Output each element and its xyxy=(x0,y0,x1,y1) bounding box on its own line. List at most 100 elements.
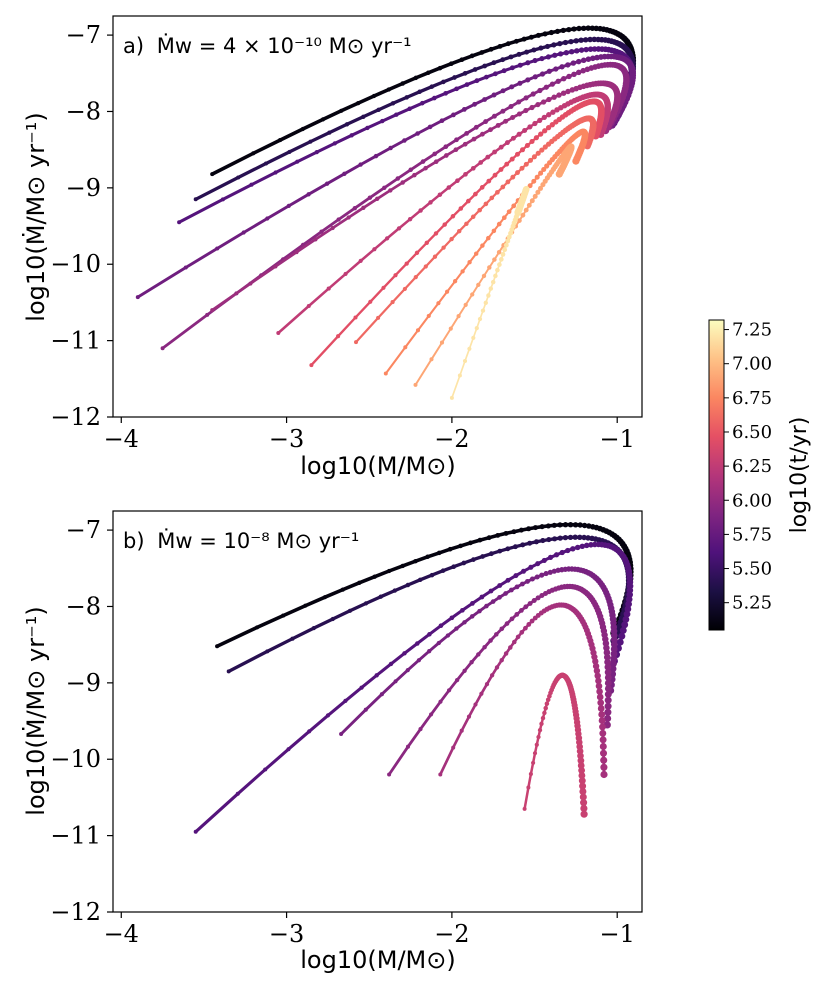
data-point xyxy=(575,69,582,76)
data-point xyxy=(420,100,425,106)
panel-a-ylabel: log10(Ṁ/M⊙ yr⁻¹) xyxy=(21,112,50,321)
data-point xyxy=(575,58,582,65)
series-track-6 xyxy=(438,602,608,779)
data-point xyxy=(505,577,511,583)
data-point xyxy=(473,191,478,197)
data-point xyxy=(273,170,278,175)
data-point xyxy=(423,264,428,269)
data-point xyxy=(446,185,452,190)
data-point xyxy=(565,62,571,68)
data-point xyxy=(522,127,528,134)
panel-b-data-area xyxy=(193,522,634,834)
data-point xyxy=(503,651,509,656)
data-point xyxy=(367,195,373,200)
data-point xyxy=(547,554,554,560)
data-point xyxy=(488,588,494,594)
data-point xyxy=(503,118,509,124)
data-point xyxy=(492,172,498,178)
data-point xyxy=(451,745,456,750)
data-point xyxy=(600,763,608,771)
data-point xyxy=(379,692,384,697)
data-point xyxy=(557,522,563,528)
data-point xyxy=(534,174,540,180)
data-point xyxy=(544,701,550,706)
data-point xyxy=(532,525,539,531)
data-point xyxy=(436,301,441,306)
data-point xyxy=(437,192,443,197)
data-point xyxy=(220,197,225,202)
data-point xyxy=(545,523,551,529)
data-point xyxy=(484,603,489,609)
data-point xyxy=(547,569,553,575)
data-point xyxy=(459,57,465,63)
data-point xyxy=(378,594,383,599)
data-point xyxy=(466,198,471,204)
y-tick-label: −11 xyxy=(50,327,101,355)
data-point xyxy=(464,131,469,136)
data-point xyxy=(530,91,536,97)
panel-b-ylabel: log10(Ṁ/M⊙ yr⁻¹) xyxy=(21,606,50,815)
data-point xyxy=(604,696,612,704)
data-point xyxy=(579,543,586,550)
data-point xyxy=(509,587,514,593)
data-point xyxy=(472,67,478,72)
data-point xyxy=(432,151,438,157)
data-point xyxy=(489,673,495,678)
data-point xyxy=(376,107,381,112)
data-point xyxy=(524,142,530,149)
data-point xyxy=(454,86,459,92)
data-point xyxy=(461,560,467,566)
data-point xyxy=(433,231,439,236)
data-point xyxy=(532,74,538,80)
data-point xyxy=(501,68,507,74)
data-point xyxy=(470,601,475,606)
data-point xyxy=(358,258,363,263)
data-point xyxy=(445,633,451,638)
data-point xyxy=(559,64,565,70)
data-point xyxy=(578,37,584,43)
y-tick-label: −10 xyxy=(50,745,101,773)
data-point xyxy=(479,185,485,190)
data-point xyxy=(502,247,508,253)
data-point xyxy=(458,543,463,549)
panel-b-frame xyxy=(112,510,643,913)
colorbar-tick-label: 6.75 xyxy=(732,388,772,409)
data-point xyxy=(535,561,541,567)
data-point xyxy=(532,120,538,127)
panel-b-xlabel: log10(M/M⊙) xyxy=(300,946,455,974)
data-point xyxy=(520,212,526,218)
data-point xyxy=(539,71,546,77)
data-point xyxy=(496,249,502,255)
data-point xyxy=(600,756,608,764)
data-point xyxy=(504,621,510,626)
data-point xyxy=(580,67,586,74)
data-point xyxy=(604,685,612,693)
data-point xyxy=(343,271,348,276)
data-point xyxy=(523,207,529,213)
data-point xyxy=(418,208,423,213)
data-point xyxy=(353,315,358,320)
data-point xyxy=(604,679,612,687)
data-point xyxy=(324,181,330,186)
data-point xyxy=(587,46,594,52)
data-point xyxy=(516,51,522,57)
data-point xyxy=(536,734,541,740)
data-point xyxy=(485,154,491,160)
data-point xyxy=(452,279,458,284)
data-point xyxy=(263,161,269,166)
data-point xyxy=(619,626,627,634)
data-point xyxy=(402,286,407,291)
data-point xyxy=(539,56,545,62)
data-point xyxy=(438,699,443,704)
data-point xyxy=(531,178,537,184)
data-point xyxy=(415,131,420,136)
data-point xyxy=(555,170,563,178)
data-point xyxy=(512,639,517,645)
x-tick-label: −4 xyxy=(104,425,139,453)
panel-a: −4 −3 −2 −1 −12 −11 −10 −9 −8 −7 a) Ṁw = 4 × 10⁻¹… xyxy=(21,15,643,480)
data-point xyxy=(236,175,241,180)
series-line xyxy=(414,145,573,386)
data-point xyxy=(451,112,456,118)
data-point xyxy=(597,699,605,707)
data-point xyxy=(392,588,397,593)
